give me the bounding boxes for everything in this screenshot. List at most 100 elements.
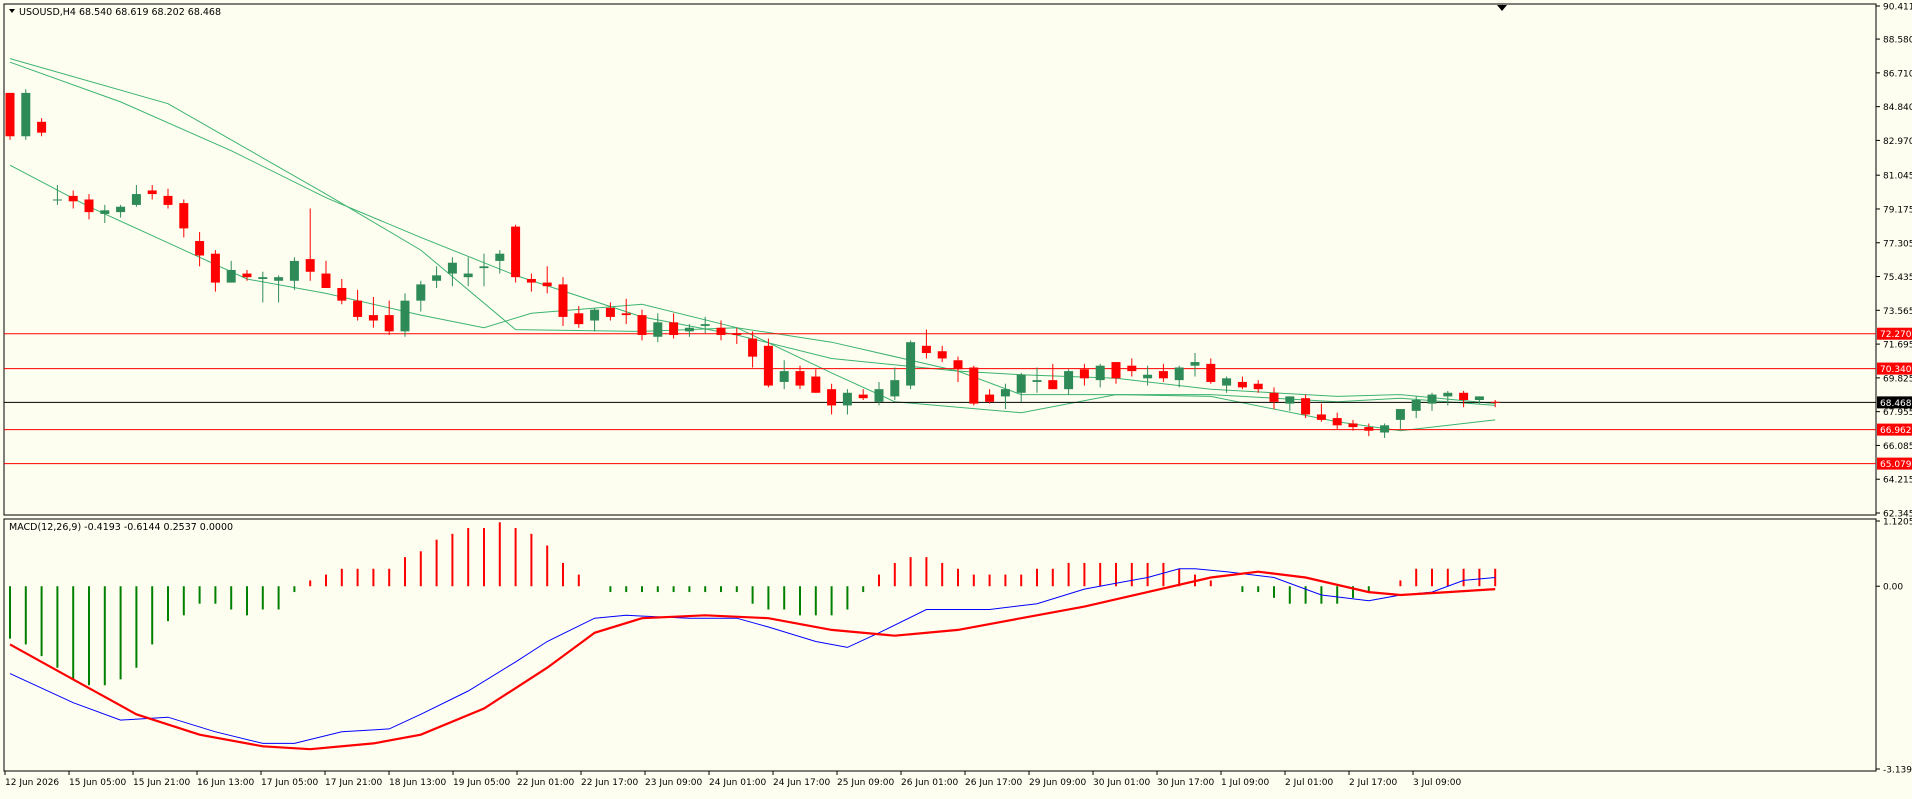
level-tag-label: 66.962 <box>1880 426 1912 436</box>
level-tag <box>1877 423 1912 436</box>
level-tag <box>1877 457 1912 470</box>
macd-panel[interactable]: 1.1205 0.00 -3.1396 MACD(12,26,9) -0.4193 … <box>3 518 1912 776</box>
time-tick-label: 16 Jun 13:00 <box>197 778 254 788</box>
bear-candle <box>732 327 742 345</box>
time-tick-label: 2 Jul 17:00 <box>1349 778 1398 788</box>
bull-candle <box>590 307 600 332</box>
bear-candle <box>795 365 805 390</box>
bull-candle <box>779 360 789 390</box>
candles <box>5 89 1500 438</box>
bull-candle <box>906 340 916 390</box>
bull-candle <box>1427 392 1437 411</box>
bull-candle <box>1032 367 1042 393</box>
bull-candle <box>1411 396 1421 419</box>
macd-axis: 1.1205 0.00 -3.1396 <box>1876 518 1912 776</box>
price-panel-frame <box>3 3 1877 516</box>
bear-candle <box>147 185 157 200</box>
bear-candle <box>716 320 726 341</box>
bear-candle <box>179 199 189 238</box>
price-tick-label: 84.840 <box>1883 103 1912 113</box>
price-tick-label: 73.565 <box>1883 307 1912 317</box>
bear-candle <box>858 389 868 401</box>
bull-candle <box>1443 390 1453 406</box>
bull-candle <box>1222 376 1232 393</box>
price-tick-label: 75.435 <box>1883 273 1912 283</box>
price-tick-label: 81.045 <box>1883 172 1912 182</box>
time-tick-label: 22 Jun 01:00 <box>517 778 574 788</box>
time-tick-label: 30 Jun 01:00 <box>1093 778 1150 788</box>
time-tick-label: 29 Jun 09:00 <box>1029 778 1086 788</box>
bull-candle <box>416 280 426 312</box>
time-tick-label: 12 Jun 2026 <box>5 778 59 788</box>
bull-candle <box>1143 365 1153 386</box>
time-tick-label: 15 Jun 05:00 <box>69 778 126 788</box>
price-tick-label: 66.085 <box>1883 442 1912 452</box>
price-tick-label: 62.345 <box>1883 510 1912 520</box>
bull-candle <box>289 257 299 290</box>
bear-candle <box>937 345 947 363</box>
price-tick-label: 71.695 <box>1883 341 1912 351</box>
current-price-label: 68.468 <box>1880 399 1912 409</box>
bear-candle <box>1316 403 1326 422</box>
bear-candle <box>195 232 205 267</box>
bollinger-upper-line <box>9 58 1496 406</box>
bear-candle <box>985 389 995 404</box>
price-tick-label: 90.411 <box>1883 3 1912 13</box>
bull-candle <box>1285 396 1295 411</box>
bear-candle <box>163 188 173 209</box>
bull-candle <box>653 313 663 343</box>
bull-candle <box>400 293 410 337</box>
horizontal-levels: 72.270 70.340 66.962 65.079 68.468 <box>4 327 1912 470</box>
bear-candle <box>953 356 963 382</box>
bull-candle <box>684 324 694 337</box>
bear-candle <box>605 302 615 321</box>
bear-candle <box>1348 419 1358 431</box>
shift-marker-icon[interactable] <box>1497 5 1507 11</box>
bull-candle <box>1395 409 1405 429</box>
bear-candle <box>1111 362 1121 384</box>
price-panel[interactable]: 72.270 70.340 66.962 65.079 68.468 90.411 88.… <box>3 3 1912 520</box>
macd-tick-label: 1.1205 <box>1883 518 1912 528</box>
time-tick-label: 25 Jun 09:00 <box>837 778 894 788</box>
bull-candle <box>226 260 236 283</box>
macd-tick-label: -3.1396 <box>1883 766 1912 776</box>
bull-candle <box>100 204 110 223</box>
bear-candle <box>321 260 331 289</box>
bull-candle <box>1174 365 1184 388</box>
bear-candle <box>621 298 631 325</box>
level-tag <box>1877 327 1912 340</box>
bear-candle <box>1127 358 1137 377</box>
bear-candle <box>5 92 15 140</box>
bull-candle <box>1190 353 1200 377</box>
bear-candle <box>1237 376 1247 390</box>
bull-candle <box>432 266 442 289</box>
bear-candle <box>763 338 773 388</box>
bull-candle <box>52 185 62 205</box>
price-tick-label: 77.305 <box>1883 239 1912 249</box>
bull-candle <box>1095 363 1105 388</box>
macd-info-text: MACD(12,26,9) -0.4193 -0.6144 0.2537 0.0… <box>9 522 233 533</box>
time-tick-label: 26 Jun 01:00 <box>901 778 958 788</box>
time-tick-label: 24 Jun 01:00 <box>709 778 766 788</box>
bear-candle <box>748 331 758 368</box>
bear-candle <box>242 269 252 281</box>
bear-candle <box>337 278 347 305</box>
bear-candle <box>1301 394 1311 419</box>
triangle-down-icon <box>9 9 15 13</box>
time-tick-label: 17 Jun 05:00 <box>261 778 318 788</box>
price-tick-label: 79.175 <box>1883 205 1912 215</box>
bear-candle <box>637 309 647 341</box>
level-tag-label: 72.270 <box>1880 330 1912 340</box>
bear-candle <box>384 300 394 335</box>
level-tag-label: 65.079 <box>1880 460 1912 470</box>
bear-candle <box>1490 400 1500 408</box>
price-axis: 90.411 88.580 86.710 84.840 82.970 81.045 79.1… <box>1876 3 1912 520</box>
bear-candle <box>1269 387 1279 410</box>
time-tick-label: 22 Jun 17:00 <box>581 778 638 788</box>
bear-candle <box>37 118 47 137</box>
macd-line <box>9 568 1496 744</box>
time-tick-label: 24 Jun 17:00 <box>773 778 830 788</box>
macd-lines <box>9 568 1496 751</box>
level-tag <box>1877 362 1912 375</box>
